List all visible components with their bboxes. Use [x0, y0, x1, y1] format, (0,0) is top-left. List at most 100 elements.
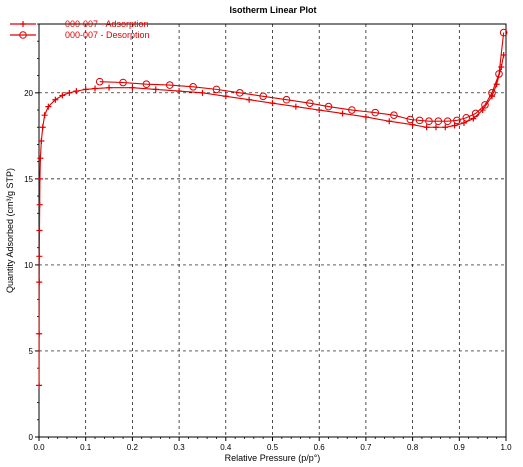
- legend-label-adsorption: 000-007 - Adsorption: [65, 19, 149, 29]
- data-point-plus: [59, 92, 66, 99]
- y-tick-label: 5: [29, 347, 34, 356]
- data-point-plus: [36, 279, 43, 286]
- data-point-plus: [479, 107, 486, 114]
- x-tick-label: 0.4: [220, 443, 232, 452]
- data-point-plus: [36, 175, 43, 182]
- data-point-plus: [36, 330, 43, 337]
- y-axis-title: Quantity Adsorbed (cm³/g STP): [5, 168, 15, 293]
- data-point-circle: [488, 89, 496, 97]
- data-point-plus: [36, 253, 43, 260]
- legend-item-desorption: 000-007 - Desorption: [10, 30, 150, 40]
- data-point-plus: [52, 96, 59, 103]
- data-point-plus: [41, 112, 48, 119]
- data-point-circle: [371, 108, 380, 117]
- x-tick-label: 0.8: [407, 443, 419, 452]
- y-tick-label: 10: [24, 261, 33, 270]
- legend-circle-symbol: [19, 31, 27, 39]
- data-point-plus: [92, 85, 99, 92]
- data-point-circle: [390, 111, 398, 120]
- data-point-circle: [348, 106, 356, 114]
- x-tick-label: 0.3: [174, 443, 186, 452]
- data-point-plus: [316, 107, 323, 114]
- y-tick-labels: 0 5 10 15 20: [24, 89, 33, 442]
- data-point-plus: [36, 227, 43, 234]
- x-axis-title: Relative Pressure (p/p°): [225, 453, 321, 463]
- data-point-circle: [189, 83, 197, 91]
- data-point-plus: [222, 93, 229, 100]
- data-point-circle: [406, 115, 415, 124]
- y-tick-label: 15: [24, 175, 33, 184]
- x-tick-label: 0.1: [80, 443, 92, 452]
- data-point-circle: [165, 81, 174, 89]
- data-point-plus: [451, 122, 458, 129]
- x-tick-label: 0.7: [360, 443, 372, 452]
- data-point-circle: [259, 92, 267, 101]
- data-point-plus: [339, 110, 346, 117]
- data-point-plus: [66, 89, 73, 96]
- data-point-plus: [38, 138, 45, 145]
- data-point-circle: [415, 116, 424, 125]
- x-tick-label: 0.0: [33, 443, 45, 452]
- legend-label-desorption: 000-007 - Desorption: [65, 30, 150, 40]
- data-point-plus: [292, 103, 299, 110]
- data-point-circle: [481, 101, 489, 109]
- legend-item-adsorption: 000-007 - Adsorption: [10, 19, 149, 29]
- data-point-circle: [119, 78, 127, 87]
- data-point-circle: [306, 99, 314, 107]
- x-tick-label: 0.6: [314, 443, 326, 452]
- data-point-circle: [495, 70, 503, 78]
- data-point-plus: [39, 124, 46, 131]
- data-point-plus: [82, 86, 89, 93]
- data-point-plus: [362, 113, 369, 120]
- legend-plus-symbol: [20, 21, 26, 27]
- data-point-plus: [129, 84, 136, 91]
- data-point-circle: [462, 113, 471, 122]
- data-point-circle: [324, 102, 333, 111]
- x-tick-label: 0.2: [127, 443, 139, 452]
- data-point-circle: [471, 109, 480, 118]
- y-tick-label: 20: [24, 89, 33, 98]
- data-point-plus: [246, 96, 253, 103]
- data-point-circle: [142, 80, 151, 89]
- data-point-plus: [152, 86, 159, 93]
- data-point-plus: [432, 124, 439, 131]
- x-tick-labels: 0.0 0.1 0.2 0.3 0.4 0.5 0.6 0.7 0.8 0.9 1.0: [33, 443, 512, 452]
- data-point-plus: [386, 118, 393, 125]
- series-adsorption: [36, 51, 507, 389]
- data-point-circle: [236, 89, 244, 97]
- data-point-plus: [45, 103, 52, 110]
- data-point-circle: [443, 117, 452, 126]
- data-point-plus: [460, 119, 467, 126]
- data-point-plus: [36, 201, 43, 208]
- data-point-plus: [37, 155, 44, 162]
- data-point-plus: [106, 84, 113, 91]
- axis-ticks: [35, 23, 507, 441]
- x-tick-label: 0.9: [454, 443, 466, 452]
- series-line: [99, 32, 505, 122]
- data-point-circle: [434, 117, 443, 126]
- series-desorption: [95, 28, 508, 126]
- data-point-plus: [199, 89, 206, 96]
- data-point-circle: [425, 117, 433, 126]
- legend-marker-circle: [19, 31, 27, 39]
- data-point-plus: [176, 88, 183, 95]
- data-point-plus: [442, 124, 449, 131]
- series-line: [38, 54, 505, 386]
- chart-title: Isotherm Linear Plot: [229, 5, 316, 15]
- data-point-plus: [470, 115, 477, 122]
- data-series: [36, 28, 508, 389]
- data-point-circle: [499, 28, 508, 37]
- x-tick-label: 1.0: [500, 443, 512, 452]
- data-point-circle: [282, 95, 291, 104]
- data-point-plus: [423, 124, 430, 131]
- legend: 000-007 - Adsorption 000-007 - Desorptio…: [10, 19, 150, 40]
- data-point-circle: [95, 77, 104, 86]
- y-tick-label: 0: [29, 433, 34, 442]
- data-point-circle: [212, 85, 221, 94]
- data-point-circle: [453, 116, 461, 125]
- legend-marker-plus: [20, 21, 26, 27]
- data-point-plus: [36, 382, 43, 389]
- data-point-plus: [73, 88, 80, 95]
- data-point-plus: [269, 100, 276, 107]
